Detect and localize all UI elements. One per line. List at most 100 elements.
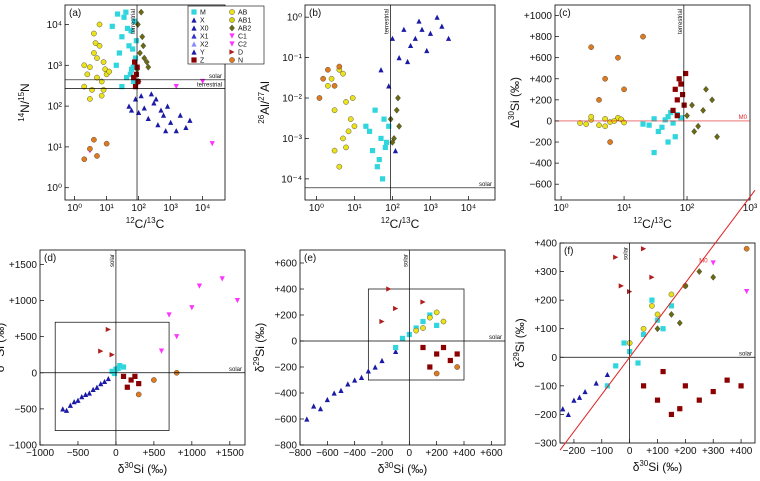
panel-label: (e) (304, 253, 316, 264)
data-point (571, 397, 577, 403)
x-tick-label: +200 (674, 446, 697, 457)
data-point (366, 128, 373, 134)
zoom-box (367, 288, 465, 381)
data-point (577, 120, 583, 126)
data-point (709, 96, 715, 104)
data-point (132, 55, 139, 61)
data-point (445, 35, 452, 41)
data-point (320, 75, 326, 82)
x-tick-label: +400 (453, 448, 476, 459)
data-point (191, 49, 197, 55)
data-point (200, 78, 206, 85)
data-point (349, 95, 356, 101)
x-tick-label: −600 (316, 448, 339, 459)
data-point (138, 93, 144, 99)
data-point (668, 291, 675, 298)
data-point (91, 136, 97, 143)
data-point (714, 133, 720, 141)
data-point (63, 407, 70, 413)
data-point (151, 377, 157, 383)
y-tick-label: +400 (274, 285, 297, 296)
x-tick-label: 10¹ (617, 203, 632, 214)
chart-panel: solar solar M0 −200 −100 0 +100 +200 +300 +400 −30… (512, 189, 756, 474)
data-point (670, 107, 676, 114)
data-point (607, 139, 613, 145)
legend-label: Y (200, 50, 205, 57)
data-point (91, 50, 97, 56)
data-point (336, 163, 343, 170)
data-point (338, 387, 344, 393)
x-tick-label: −500 (67, 448, 90, 459)
data-point (105, 326, 111, 333)
plot-frame (554, 4, 751, 201)
data-point (424, 47, 430, 54)
data-point (160, 112, 167, 118)
data-point (596, 122, 602, 128)
data-point (120, 373, 127, 379)
data-point (130, 64, 136, 70)
data-point (79, 394, 85, 400)
data-point (87, 96, 93, 102)
y-tick-label: −100 (534, 381, 557, 392)
data-point (135, 78, 141, 85)
x-tick-label: −400 (343, 448, 366, 459)
data-point (173, 84, 179, 90)
data-point (454, 351, 460, 357)
panel-label: (b) (309, 8, 321, 19)
x-tick-label: 10⁰ (67, 203, 82, 214)
data-point (433, 309, 440, 316)
data-point (454, 364, 460, 370)
panel-label: (c) (559, 8, 571, 19)
data-point (328, 75, 335, 82)
data-point (120, 364, 127, 370)
data-point (615, 54, 621, 61)
data-point (583, 121, 589, 127)
y-tick-label: 0 (551, 353, 557, 364)
data-point (602, 75, 608, 82)
data-point (139, 33, 146, 41)
data-point (191, 41, 197, 47)
x-tick-label: +600 (480, 448, 503, 459)
x-axis-label: δ30Si (‰) (378, 461, 428, 476)
data-point (345, 128, 352, 135)
data-point (191, 9, 197, 15)
data-point (60, 406, 66, 412)
data-point (132, 18, 138, 24)
data-point (640, 33, 646, 40)
data-point (94, 74, 100, 81)
x-tick-label: 10³ (743, 203, 758, 214)
reference-label: terrestrial (385, 9, 391, 34)
y-tick-label: −400 (274, 389, 297, 400)
y-tick-label: 10⁴ (47, 20, 62, 31)
data-point (407, 42, 414, 49)
data-point (440, 318, 447, 325)
data-point (649, 297, 655, 303)
legend-label: AB1 (238, 18, 251, 25)
legend-label: Z (200, 58, 205, 65)
y-tick-label: +300 (534, 267, 557, 278)
x-tick-label: 0 (113, 448, 119, 459)
x-axis-label: 12C/13C (633, 216, 672, 231)
data-point (151, 100, 157, 106)
data-point (145, 63, 152, 71)
reference-label: solar (110, 254, 116, 267)
data-point (396, 54, 402, 61)
data-point (124, 384, 130, 390)
y-axis-label: 26Al/27Al (257, 81, 272, 124)
y-tick-label: 10² (48, 102, 63, 113)
data-point (674, 113, 680, 119)
chart-panel: solar terrestrial terrestrial 10⁰ 10¹ 10² 10³ 1… (17, 4, 226, 231)
data-point (635, 360, 641, 366)
x-tick-label: −1000 (26, 448, 55, 459)
reference-line (559, 189, 756, 451)
x-tick-label: +300 (702, 446, 725, 457)
data-point (621, 86, 627, 93)
data-point (404, 58, 411, 65)
data-point (427, 30, 434, 36)
data-point (393, 106, 400, 114)
data-point (670, 120, 676, 126)
data-point (682, 383, 688, 389)
zoom-box (54, 321, 170, 431)
x-axis-label: 12C/13C (126, 216, 165, 231)
reference-label: solar (479, 182, 492, 188)
